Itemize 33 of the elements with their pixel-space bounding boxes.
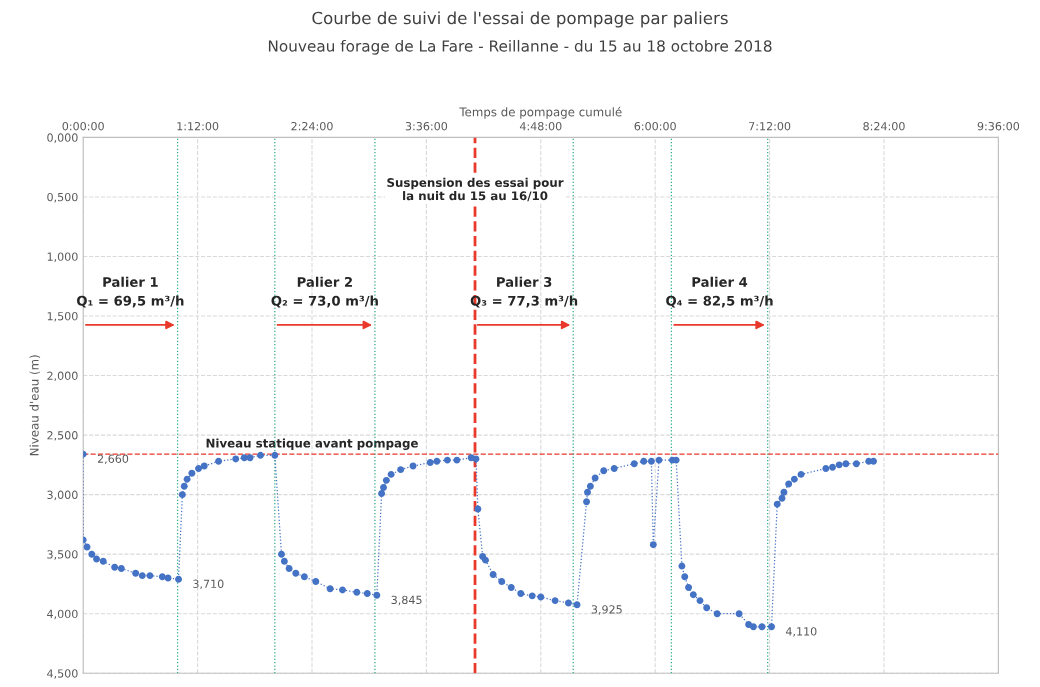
y-tick-label: 2,500 [47,431,78,441]
y-tick-label: 3,500 [47,550,78,560]
y-tick-label: 1,000 [47,252,78,262]
y-tick-label: 1,500 [47,311,78,322]
annotation: Palier 1 Q₁ = 69,5 m³/h [76,276,184,308]
x-tick-label: 3:36:00 [405,121,448,131]
ref-line-label: Suspension des essai pour la nuit du 15 au 16/10 [387,177,564,202]
data-label: 3,925 [591,605,622,615]
x-tick-label: 7:12:00 [749,121,791,131]
x-tick-label: 4:48:00 [519,121,562,131]
x-tick-label: 1:12:00 [177,121,219,131]
x-tick-label: 2:24:00 [291,121,333,131]
y-tick-label: 2,000 [47,371,78,382]
x-tick-label: 0:00:00 [62,121,104,131]
x-axis-title: Temps de pompage cumulé [459,106,622,119]
y-tick-label: 4,000 [47,609,78,620]
chart-subtitle: Nouveau forage de La Fare - Reillanne - du 15 au 18 octobre 2018 [268,39,772,55]
chart-title: Courbe de suivi de l'essai de pompage par paliers [312,11,728,28]
y-tick-label: 3,000 [47,490,78,501]
x-tick-label: 6:00:00 [634,121,676,131]
y-tick-label: 0,500 [47,192,78,203]
x-tick-label: 9:36:00 [977,121,1020,131]
y-tick-label: 0,000 [47,133,78,143]
data-label: 3,845 [391,595,422,606]
x-tick-label: 8:24:00 [863,121,905,131]
y-axis-title: Niveau d'eau (m) [29,355,41,456]
data-label: 3,710 [193,579,224,590]
annotation: Palier 4 Q₄ = 82,5 m³/h [666,276,773,308]
ref-line-label: Niveau statique avant pompage [206,438,418,450]
data-label: 4,110 [785,627,817,637]
annotation: Palier 2 Q₂ = 73,0 m³/h [271,276,378,308]
y-tick-label: 4,500 [47,669,78,679]
data-label: 2,660 [97,454,129,465]
